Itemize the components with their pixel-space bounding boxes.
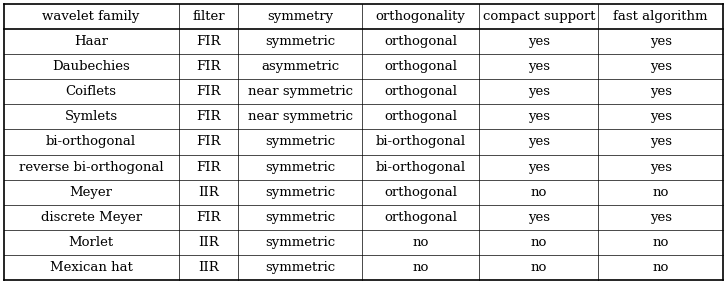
Text: yes: yes xyxy=(650,110,672,124)
Text: yes: yes xyxy=(650,135,672,149)
Text: wavelet family: wavelet family xyxy=(42,10,140,23)
Text: orthogonal: orthogonal xyxy=(384,60,457,73)
Text: yes: yes xyxy=(650,211,672,224)
Text: no: no xyxy=(653,261,669,274)
Text: yes: yes xyxy=(650,160,672,174)
Text: Mexican hat: Mexican hat xyxy=(49,261,132,274)
Text: FIR: FIR xyxy=(196,60,221,73)
Text: FIR: FIR xyxy=(196,160,221,174)
Text: symmetric: symmetric xyxy=(265,185,335,199)
Text: bi-orthogonal: bi-orthogonal xyxy=(46,135,136,149)
Text: orthogonal: orthogonal xyxy=(384,185,457,199)
Text: yes: yes xyxy=(528,85,550,99)
Text: no: no xyxy=(531,261,547,274)
Text: bi-orthogonal: bi-orthogonal xyxy=(376,160,466,174)
Text: yes: yes xyxy=(650,35,672,48)
Text: no: no xyxy=(653,185,669,199)
Text: near symmetric: near symmetric xyxy=(248,110,353,124)
Text: FIR: FIR xyxy=(196,35,221,48)
Text: IIR: IIR xyxy=(198,236,219,249)
Text: Haar: Haar xyxy=(74,35,108,48)
Text: yes: yes xyxy=(528,160,550,174)
Text: yes: yes xyxy=(528,135,550,149)
Text: fast algorithm: fast algorithm xyxy=(614,10,708,23)
Text: no: no xyxy=(531,236,547,249)
Text: orthogonal: orthogonal xyxy=(384,211,457,224)
Text: symmetric: symmetric xyxy=(265,261,335,274)
Text: IIR: IIR xyxy=(198,185,219,199)
Text: FIR: FIR xyxy=(196,85,221,99)
Text: no: no xyxy=(412,236,429,249)
Text: Coiflets: Coiflets xyxy=(65,85,116,99)
Text: asymmetric: asymmetric xyxy=(261,60,340,73)
Text: symmetric: symmetric xyxy=(265,160,335,174)
Text: orthogonal: orthogonal xyxy=(384,85,457,99)
Text: IIR: IIR xyxy=(198,261,219,274)
Text: compact support: compact support xyxy=(483,10,595,23)
Text: FIR: FIR xyxy=(196,110,221,124)
Text: reverse bi-orthogonal: reverse bi-orthogonal xyxy=(19,160,164,174)
Text: no: no xyxy=(531,185,547,199)
Text: no: no xyxy=(653,236,669,249)
Text: Meyer: Meyer xyxy=(70,185,113,199)
Text: symmetric: symmetric xyxy=(265,135,335,149)
Text: symmetric: symmetric xyxy=(265,211,335,224)
Text: near symmetric: near symmetric xyxy=(248,85,353,99)
Text: FIR: FIR xyxy=(196,135,221,149)
Text: symmetric: symmetric xyxy=(265,35,335,48)
Text: FIR: FIR xyxy=(196,211,221,224)
Text: symmetry: symmetry xyxy=(267,10,333,23)
Text: yes: yes xyxy=(650,85,672,99)
Text: orthogonal: orthogonal xyxy=(384,110,457,124)
Text: yes: yes xyxy=(528,35,550,48)
Text: yes: yes xyxy=(528,60,550,73)
Text: yes: yes xyxy=(528,110,550,124)
Text: Symlets: Symlets xyxy=(65,110,118,124)
Text: orthogonality: orthogonality xyxy=(376,10,466,23)
Text: yes: yes xyxy=(528,211,550,224)
Text: bi-orthogonal: bi-orthogonal xyxy=(376,135,466,149)
Text: Morlet: Morlet xyxy=(68,236,113,249)
Text: Daubechies: Daubechies xyxy=(52,60,130,73)
Text: no: no xyxy=(412,261,429,274)
Text: orthogonal: orthogonal xyxy=(384,35,457,48)
Text: discrete Meyer: discrete Meyer xyxy=(41,211,142,224)
Text: yes: yes xyxy=(650,60,672,73)
Text: symmetric: symmetric xyxy=(265,236,335,249)
Text: filter: filter xyxy=(192,10,225,23)
